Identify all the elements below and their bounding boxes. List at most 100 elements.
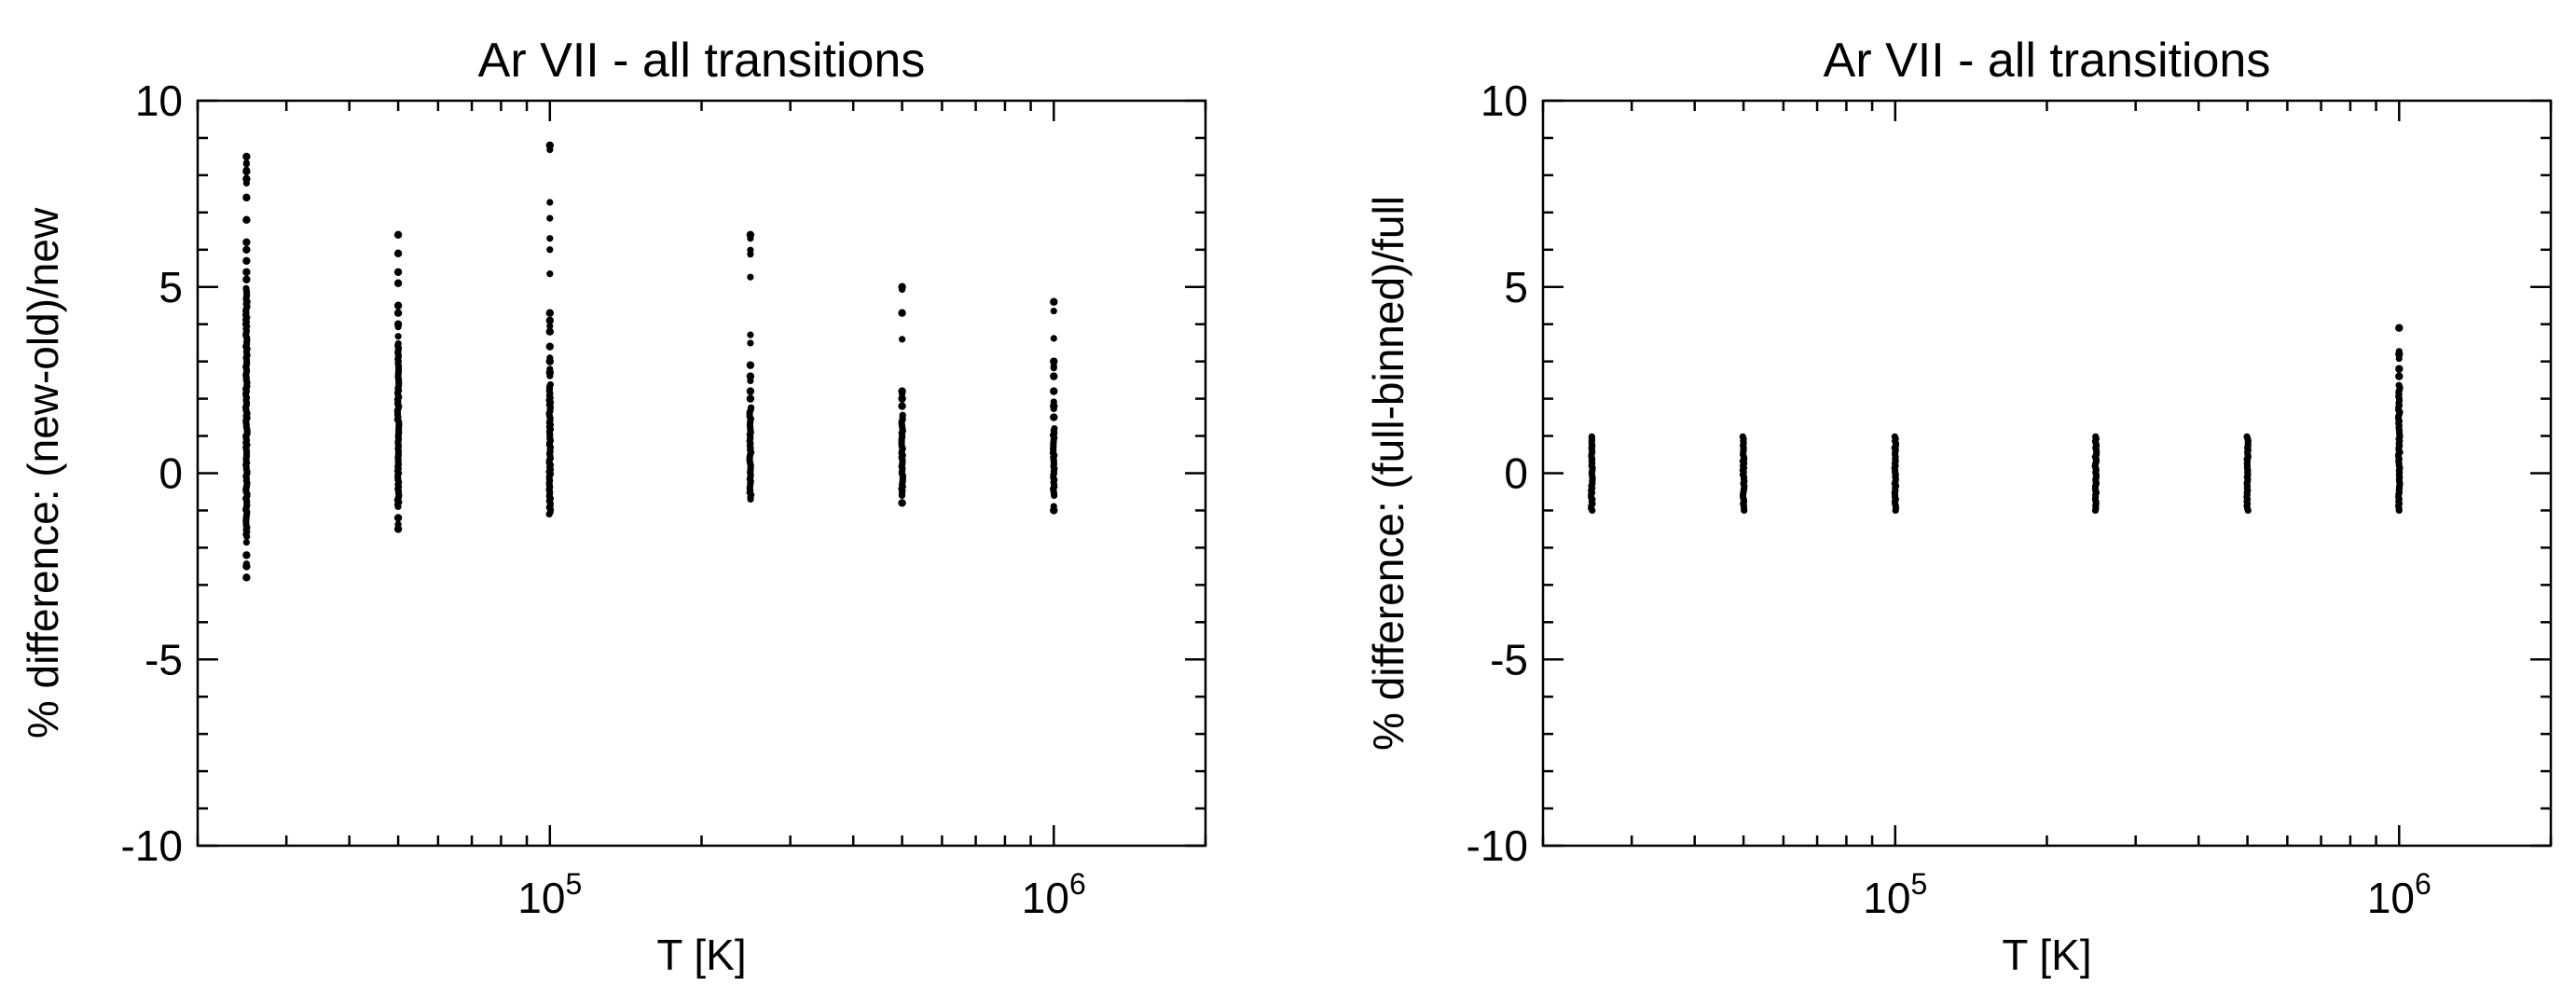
left-chart-data-point: [242, 573, 251, 582]
left-chart-data-point: [545, 309, 554, 317]
right-chart-data-point: [1891, 433, 1898, 440]
left-chart-data-point: [746, 361, 755, 369]
left-chart-data-point: [545, 342, 554, 351]
left-chart-data-point: [898, 285, 906, 294]
left-chart-ytick-label: 5: [158, 263, 183, 311]
left-chart-data-point: [394, 520, 402, 528]
left-chart-data-point: [242, 539, 250, 546]
left-chart-data-point: [898, 499, 906, 507]
right-chart-data-point: [2395, 366, 2403, 374]
right-chart-data-point: [2092, 433, 2100, 440]
left-chart-data-point: [1050, 503, 1057, 510]
left-chart-data-point: [546, 270, 554, 278]
left-chart-data-point: [898, 402, 906, 410]
right-chart-ytick-label: 5: [1504, 263, 1528, 311]
left-chart-data-point: [546, 380, 555, 389]
left-chart-data-point: [1050, 413, 1058, 421]
left-chart-points: [241, 141, 1058, 582]
left-chart-data-point: [898, 336, 906, 343]
left-chart-data-point: [546, 145, 554, 154]
left-chart-data-point: [1050, 362, 1057, 370]
left-chart-data-point: [546, 214, 554, 222]
left-chart-data-point: [242, 284, 250, 292]
right-chart-ytick-label: 0: [1504, 449, 1528, 498]
right-chart-ylabel: % difference: (full-binned)/full: [1364, 196, 1412, 751]
left-chart-data-point: [394, 339, 402, 348]
right-chart-xtick-label: 105: [1863, 867, 1927, 922]
left-chart-data-point: [747, 377, 754, 385]
left-chart-xtick-label: 106: [1022, 867, 1086, 922]
left-chart-data-point: [1050, 398, 1057, 406]
left-chart-ylabel: % difference: (new-old)/new: [19, 207, 67, 738]
right-chart-data-point: [1739, 433, 1746, 440]
left-chart-data-point: [1050, 335, 1057, 342]
right-chart-data-point: [2395, 348, 2403, 355]
left-chart-data-point: [546, 372, 554, 379]
left-chart-data-point: [242, 166, 250, 173]
left-chart-data-point: [242, 179, 250, 187]
left-chart-data-point: [746, 387, 755, 395]
left-chart-data-point: [242, 215, 251, 225]
left-chart-data-point: [747, 235, 754, 242]
left-chart-data-point: [1050, 387, 1058, 395]
left-chart-ytick-label: 10: [135, 76, 183, 125]
left-chart-data-point: [1051, 424, 1058, 433]
right-chart-data-point: [2243, 433, 2251, 440]
right-chart-panel: Ar VII - all transitions T [K] % differe…: [1364, 34, 2553, 979]
left-chart-ytick-label: 0: [158, 449, 183, 498]
left-chart-data-point: [394, 269, 402, 276]
left-chart-data-point: [242, 560, 250, 568]
left-chart-data-point: [242, 275, 251, 283]
left-chart-data-point: [394, 333, 402, 340]
right-chart-ytick-label: -10: [1467, 821, 1528, 870]
right-chart-xlabel: T [K]: [2002, 931, 2091, 979]
left-chart-data-point: [747, 331, 754, 338]
left-chart-panel: Ar VII - all transitions T [K] % differe…: [19, 34, 1207, 979]
left-chart-data-point: [546, 199, 554, 206]
left-chart-data-point: [747, 273, 754, 281]
left-chart-data-point: [546, 323, 554, 330]
right-chart-data-point: [2395, 372, 2404, 380]
left-chart-data-point: [393, 230, 403, 240]
left-chart-data-point: [747, 339, 754, 347]
right-chart-data-point: [1588, 433, 1595, 440]
left-chart-data-point: [393, 309, 403, 317]
left-chart-data-point: [899, 411, 906, 419]
left-chart-data-point: [242, 256, 251, 265]
right-chart-data-point: [2395, 354, 2403, 363]
right-chart-plot-frame: [1541, 99, 2553, 848]
left-chart-data-point: [747, 404, 755, 411]
left-chart-data-point: [1050, 405, 1057, 413]
right-chart-ticks: -10 -5 0 5 10 105 106: [1467, 76, 2553, 922]
left-chart-data-point: [546, 235, 554, 242]
left-chart-data-point: [545, 327, 554, 336]
left-chart-data-point: [242, 245, 251, 254]
left-chart-ytick-label: -10: [121, 821, 183, 870]
right-chart-title: Ar VII - all transitions: [1824, 34, 2271, 88]
left-chart-data-point: [1050, 307, 1057, 315]
left-chart-data-point: [393, 279, 403, 287]
left-chart-data-point: [393, 514, 403, 522]
left-chart-title: Ar VII - all transitions: [478, 34, 926, 88]
right-chart-data-point: [2395, 324, 2404, 332]
left-chart-plot-frame: [196, 99, 1207, 848]
left-chart-data-point: [1050, 297, 1058, 306]
left-chart-data-point: [545, 316, 554, 324]
left-chart-data-point: [546, 366, 554, 373]
left-chart-data-point: [242, 238, 251, 247]
left-chart-data-point: [242, 551, 251, 559]
left-chart-data-point: [242, 193, 251, 202]
left-chart-data-point: [746, 394, 755, 403]
left-chart-data-point: [394, 324, 402, 331]
left-chart-data-point: [898, 390, 906, 398]
right-chart-points: [1587, 324, 2404, 515]
left-chart-xlabel: T [K]: [656, 931, 746, 979]
left-chart-data-point: [546, 354, 554, 362]
left-chart-data-point: [393, 301, 403, 310]
right-chart-data-point: [2395, 381, 2403, 389]
left-chart-xtick-label: 105: [517, 867, 582, 922]
right-chart-xtick-label: 106: [2367, 867, 2431, 922]
left-chart-data-point: [242, 152, 251, 161]
